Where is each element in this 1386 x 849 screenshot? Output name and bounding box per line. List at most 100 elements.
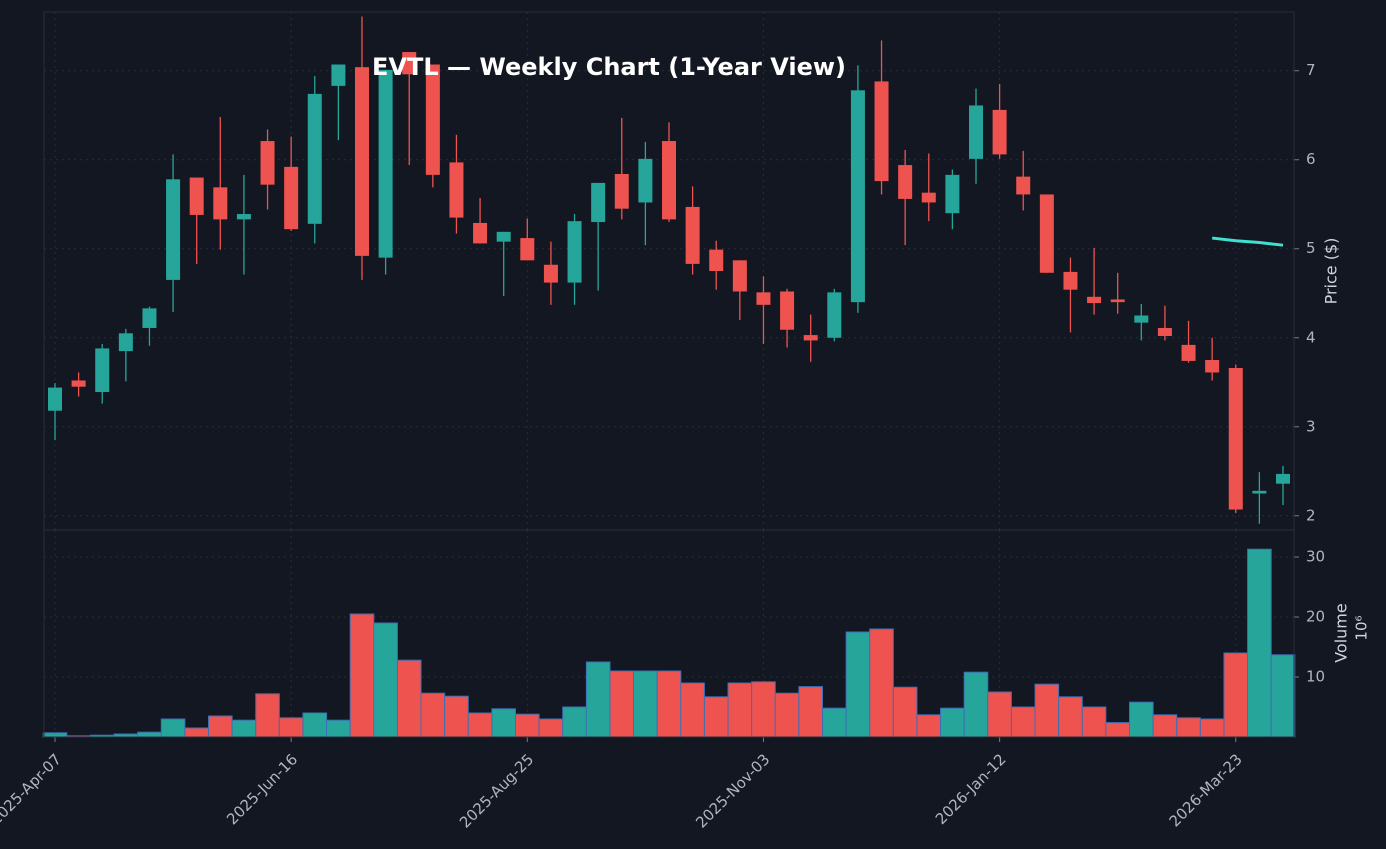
candle-body (1039, 194, 1054, 273)
volume-bar (869, 628, 894, 738)
candle-body (543, 264, 558, 283)
volume-bar (137, 731, 162, 738)
candle-body (1276, 473, 1290, 484)
volume-bar (208, 715, 233, 738)
y-tick-label: 6 (1306, 150, 1316, 168)
volume-bar (1247, 548, 1272, 738)
candle-body (48, 387, 62, 411)
y-tick-label: 3 (1306, 417, 1316, 435)
y-tick-label: 5 (1306, 239, 1316, 257)
volume-bar (963, 671, 989, 738)
candle-body (331, 64, 346, 86)
volume-bar (822, 707, 847, 738)
volume-bar (703, 696, 729, 738)
candle-body (898, 165, 913, 199)
candle-body (685, 206, 700, 264)
candle-body (236, 214, 251, 220)
volume-bar (349, 613, 375, 738)
volume-bar (987, 691, 1012, 738)
candle-body (473, 222, 488, 244)
candle-body (780, 291, 795, 330)
volume-tick-label: 10 (1306, 668, 1325, 686)
volume-bar (491, 708, 516, 738)
candle-body (1157, 327, 1172, 336)
candle-body (732, 260, 747, 292)
candle-body (614, 173, 629, 209)
candle-body (1181, 344, 1196, 361)
volume-bar (1199, 718, 1225, 738)
candle-body (827, 292, 842, 338)
candle-body (1087, 296, 1102, 304)
volume-bar (680, 682, 705, 738)
volume-bar (1176, 717, 1201, 738)
volume-bar (1270, 654, 1296, 738)
volume-bar (916, 714, 942, 738)
y-tick-label: 2 (1306, 506, 1316, 524)
candle-body (520, 238, 535, 261)
candle-body (307, 93, 322, 224)
candle-body (850, 90, 865, 303)
volume-bar (160, 718, 186, 738)
y-tick-label: 4 (1306, 328, 1316, 346)
candle-body (213, 187, 228, 220)
volume-bar (1129, 701, 1154, 738)
volume-bar (420, 692, 446, 738)
y-axis-label: Price ($) (1322, 238, 1341, 305)
candle-body (95, 348, 110, 393)
volume-bar (255, 693, 280, 738)
volume-bar (42, 732, 68, 738)
candle-body (969, 105, 983, 159)
volume-bar (892, 686, 918, 738)
candle-body (118, 333, 133, 352)
candle-body (662, 141, 676, 220)
candle-body (449, 162, 464, 218)
volume-bar (633, 670, 658, 738)
candle-body (1134, 315, 1149, 323)
volume-tick-label: 30 (1306, 548, 1325, 566)
volume-bar (1152, 714, 1178, 738)
volume-bar (278, 717, 304, 738)
candle-body (756, 292, 771, 305)
volume-bar (467, 712, 493, 738)
candle-body (709, 249, 724, 271)
volume-bar (515, 713, 540, 738)
volume-bar (396, 659, 422, 738)
candle-body (945, 174, 960, 214)
volume-bar (940, 707, 965, 738)
candle-body (874, 81, 889, 182)
candle-body (355, 67, 369, 256)
candle-body (260, 141, 275, 185)
volume-bar (373, 622, 398, 738)
candle-body (284, 166, 299, 230)
candle-body (992, 109, 1007, 155)
volume-bar (184, 727, 209, 738)
volume-bar (302, 712, 328, 738)
volume-bar (1105, 722, 1131, 738)
candle-body (71, 380, 86, 387)
chart-title: EVTL — Weekly Chart (1-Year View) (372, 53, 846, 81)
candle-body (803, 335, 818, 341)
candle-body (496, 231, 511, 242)
volume-bar (1010, 706, 1036, 738)
candle-body (166, 179, 181, 280)
candle-body (1063, 271, 1078, 290)
candle-body (189, 177, 204, 215)
volume-bar (1081, 706, 1107, 738)
candle-body (1228, 368, 1243, 510)
volume-scale-label: 10⁶ (1353, 615, 1371, 640)
candle-body (567, 221, 582, 283)
volume-tick-label: 20 (1306, 608, 1325, 626)
candle-body (378, 69, 393, 258)
candle-body (591, 182, 606, 223)
candle-body (1016, 176, 1031, 195)
volume-bar (798, 686, 824, 738)
candle-body (638, 158, 653, 203)
overlay-line (1211, 236, 1284, 247)
volume-bar (727, 682, 753, 738)
candle-body (402, 52, 417, 75)
candle-body (1252, 490, 1267, 494)
candle-body (1205, 360, 1220, 373)
volume-bar (562, 706, 587, 738)
volume-bar (444, 695, 469, 738)
